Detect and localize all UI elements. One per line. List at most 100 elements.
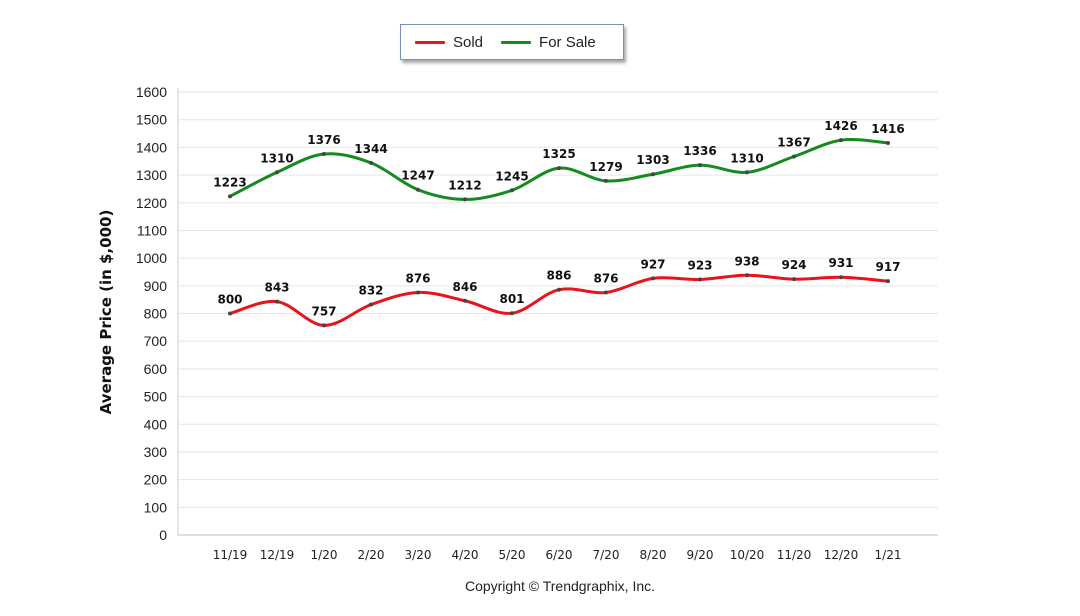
- data-label-sold: 876: [405, 271, 430, 285]
- data-label-sold: 938: [734, 254, 759, 268]
- x-tick-label: 3/20: [405, 548, 432, 562]
- data-label-sold: 931: [828, 256, 853, 270]
- data-label-for-sale: 1212: [448, 178, 481, 192]
- data-label-sold: 886: [546, 269, 571, 283]
- y-tick-label: 800: [144, 306, 168, 322]
- x-tick-label: 2/20: [358, 548, 385, 562]
- y-tick-label: 0: [159, 527, 167, 543]
- data-label-sold: 757: [311, 304, 336, 318]
- y-tick-label: 1000: [136, 250, 167, 266]
- y-tick-label: 900: [144, 278, 168, 294]
- data-point-for-sale: [416, 187, 420, 192]
- x-tick-label: 12/19: [260, 548, 295, 562]
- data-label-for-sale: 1245: [495, 169, 528, 183]
- x-tick-label: 1/21: [875, 548, 902, 562]
- data-label-for-sale: 1325: [542, 147, 575, 161]
- legend-swatch-sold: [415, 40, 445, 44]
- data-point-sold: [557, 287, 561, 292]
- x-tick-label: 11/19: [213, 548, 248, 562]
- y-tick-label: 1400: [136, 139, 167, 155]
- y-tick-label: 1100: [137, 222, 167, 238]
- y-tick-label: 1500: [136, 112, 167, 128]
- y-tick-label: 100: [144, 499, 168, 515]
- y-tick-label: 500: [144, 389, 168, 405]
- data-label-sold: 801: [499, 292, 524, 306]
- data-point-for-sale: [275, 170, 279, 175]
- x-tick-label: 1/20: [311, 548, 338, 562]
- data-point-for-sale: [651, 172, 655, 177]
- x-tick-label: 10/20: [730, 548, 765, 562]
- data-point-for-sale: [839, 138, 843, 143]
- data-label-sold: 800: [217, 293, 242, 307]
- data-point-sold: [322, 323, 326, 328]
- data-point-sold: [651, 276, 655, 281]
- data-point-for-sale: [886, 140, 890, 145]
- data-point-sold: [604, 290, 608, 295]
- y-tick-label: 1200: [136, 195, 167, 211]
- legend-item-for-sale: For Sale: [501, 34, 596, 51]
- data-point-for-sale: [698, 163, 702, 168]
- data-point-for-sale: [604, 178, 608, 183]
- data-label-for-sale: 1310: [260, 151, 293, 165]
- legend-label-sold: Sold: [453, 33, 484, 51]
- data-point-for-sale: [228, 194, 232, 199]
- data-label-sold: 923: [687, 258, 712, 272]
- data-label-for-sale: 1279: [589, 160, 622, 174]
- data-point-for-sale: [322, 152, 326, 157]
- y-tick-label: 400: [144, 416, 168, 432]
- legend-swatch-for-sale: [501, 40, 532, 44]
- y-tick-label: 600: [144, 361, 168, 377]
- data-label-for-sale: 1376: [307, 133, 340, 147]
- data-point-for-sale: [557, 166, 561, 171]
- legend-label-for-sale: For Sale: [539, 33, 596, 51]
- data-label-for-sale: 1223: [213, 175, 246, 189]
- data-point-sold: [510, 311, 514, 316]
- x-tick-label: 6/20: [546, 548, 573, 562]
- data-label-sold: 876: [593, 271, 618, 285]
- y-tick-label: 700: [144, 333, 168, 349]
- data-point-sold: [792, 277, 796, 282]
- data-label-sold: 927: [640, 257, 665, 271]
- y-tick-label: 1300: [136, 167, 167, 183]
- data-point-sold: [839, 275, 843, 280]
- legend-item-sold: Sold: [415, 34, 483, 51]
- data-label-sold: 843: [264, 281, 289, 295]
- data-point-for-sale: [745, 170, 749, 175]
- data-point-sold: [886, 279, 890, 284]
- x-tick-label: 9/20: [687, 548, 714, 562]
- data-label-sold: 846: [452, 280, 477, 294]
- x-tick-label: 4/20: [452, 548, 479, 562]
- x-tick-label: 12/20: [824, 548, 859, 562]
- data-label-sold: 917: [875, 260, 900, 274]
- data-label-for-sale: 1336: [683, 144, 716, 158]
- data-label-for-sale: 1416: [871, 122, 904, 136]
- data-point-for-sale: [369, 160, 373, 165]
- legend: Sold For Sale: [400, 24, 624, 60]
- copyright-footer: Copyright © Trendgraphix, Inc.: [464, 578, 656, 594]
- y-tick-label: 1600: [136, 84, 167, 100]
- data-point-sold: [416, 290, 420, 295]
- data-label-for-sale: 1344: [354, 142, 387, 156]
- x-tick-label: 5/20: [499, 548, 526, 562]
- data-point-sold: [698, 277, 702, 282]
- data-point-sold: [745, 273, 749, 278]
- data-label-for-sale: 1247: [401, 169, 434, 183]
- x-tick-label: 7/20: [593, 548, 620, 562]
- y-tick-label: 300: [144, 444, 168, 460]
- data-point-for-sale: [510, 188, 514, 193]
- data-point-sold: [228, 311, 232, 316]
- data-label-sold: 832: [358, 284, 383, 298]
- data-label-for-sale: 1310: [730, 151, 763, 165]
- data-point-sold: [369, 302, 373, 307]
- data-point-sold: [275, 299, 279, 304]
- y-tick-label: 200: [144, 472, 168, 488]
- data-label-for-sale: 1426: [824, 119, 857, 133]
- data-point-for-sale: [792, 154, 796, 159]
- x-tick-label: 8/20: [640, 548, 667, 562]
- data-point-for-sale: [463, 197, 467, 202]
- data-label-for-sale: 1303: [636, 153, 669, 167]
- x-tick-label: 11/20: [777, 548, 812, 562]
- data-label-for-sale: 1367: [777, 136, 810, 150]
- data-point-sold: [463, 298, 467, 303]
